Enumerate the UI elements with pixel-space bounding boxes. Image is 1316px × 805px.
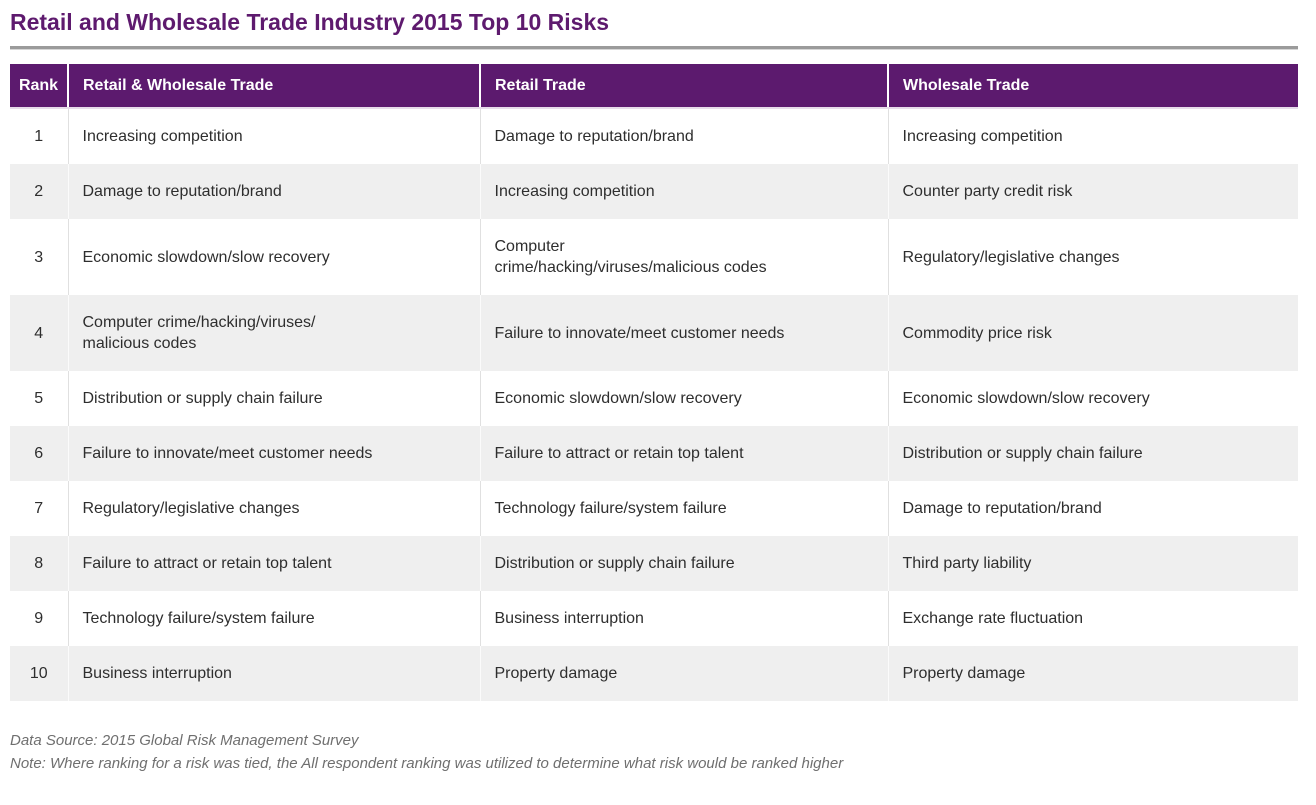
table-row: 5 Distribution or supply chain failure E… <box>10 371 1298 426</box>
retail-cell: Failure to attract or retain top talent <box>479 426 888 481</box>
wholesale-cell: Economic slowdown/slow recovery <box>887 371 1298 426</box>
rank-cell: 10 <box>10 646 68 701</box>
table-row: 1 Increasing competition Damage to reput… <box>10 108 1298 164</box>
rank-cell: 9 <box>10 591 68 646</box>
retail-cell: Technology failure/system failure <box>479 481 888 536</box>
column-header-rank: Rank <box>10 64 68 109</box>
wholesale-cell: Distribution or supply chain failure <box>887 426 1298 481</box>
wholesale-cell: Property damage <box>887 646 1298 701</box>
retail-wholesale-cell: Regulatory/legislative changes <box>67 481 480 536</box>
page-title: Retail and Wholesale Trade Industry 2015… <box>10 9 610 35</box>
column-header-wholesale-trade: Wholesale Trade <box>887 64 1298 109</box>
table-row: 3 Economic slowdown/slow recovery Comput… <box>10 219 1298 295</box>
retail-cell: Increasing competition <box>479 164 888 219</box>
ranking-tie-note: Note: Where ranking for a risk was tied,… <box>10 755 844 772</box>
table-row: 9 Technology failure/system failure Busi… <box>10 591 1298 646</box>
table-row: 6 Failure to innovate/meet customer need… <box>10 426 1298 481</box>
rank-cell: 3 <box>10 219 68 295</box>
retail-wholesale-cell: Distribution or supply chain failure <box>67 371 480 426</box>
retail-wholesale-cell: Economic slowdown/slow recovery <box>67 219 480 295</box>
wholesale-cell: Increasing competition <box>887 108 1298 164</box>
retail-cell: Property damage <box>479 646 888 701</box>
wholesale-cell: Counter party credit risk <box>887 164 1298 219</box>
table-header-row: Rank Retail & Wholesale Trade Retail Tra… <box>10 64 1298 109</box>
retail-cell: Damage to reputation/brand <box>479 108 888 164</box>
rank-cell: 1 <box>10 108 68 164</box>
rank-cell: 8 <box>10 536 68 591</box>
rank-cell: 7 <box>10 481 68 536</box>
rank-cell: 5 <box>10 371 68 426</box>
retail-wholesale-cell: Increasing competition <box>67 108 480 164</box>
retail-cell: Economic slowdown/slow recovery <box>479 371 888 426</box>
table-row: 10 Business interruption Property damage… <box>10 646 1298 701</box>
title-divider <box>10 46 1298 50</box>
column-header-retail-trade: Retail Trade <box>479 64 888 109</box>
retail-wholesale-cell: Failure to attract or retain top talent <box>67 536 480 591</box>
wholesale-cell: Exchange rate fluctuation <box>887 591 1298 646</box>
rank-cell: 4 <box>10 295 68 371</box>
table-row: 4 Computer crime/hacking/viruses/ malici… <box>10 295 1298 371</box>
wholesale-cell: Regulatory/legislative changes <box>887 219 1298 295</box>
table-row: 2 Damage to reputation/brand Increasing … <box>10 164 1298 219</box>
data-source-note: Data Source: 2015 Global Risk Management… <box>10 732 359 749</box>
retail-cell: Distribution or supply chain failure <box>479 536 888 591</box>
retail-wholesale-cell: Business interruption <box>67 646 480 701</box>
rank-cell: 2 <box>10 164 68 219</box>
retail-wholesale-cell: Damage to reputation/brand <box>67 164 480 219</box>
retail-cell: Business interruption <box>479 591 888 646</box>
table-row: 7 Regulatory/legislative changes Technol… <box>10 481 1298 536</box>
retail-cell: Computer crime/hacking/viruses/malicious… <box>479 219 888 295</box>
column-header-retail-wholesale-trade: Retail & Wholesale Trade <box>67 64 480 109</box>
rank-cell: 6 <box>10 426 68 481</box>
top-10-risks-table: Rank Retail & Wholesale Trade Retail Tra… <box>10 64 1298 701</box>
retail-wholesale-cell: Failure to innovate/meet customer needs <box>67 426 480 481</box>
table-row: 8 Failure to attract or retain top talen… <box>10 536 1298 591</box>
footer-notes: Data Source: 2015 Global Risk Management… <box>10 729 1298 775</box>
wholesale-cell: Damage to reputation/brand <box>887 481 1298 536</box>
retail-wholesale-cell: Technology failure/system failure <box>67 591 480 646</box>
retail-cell: Failure to innovate/meet customer needs <box>479 295 888 371</box>
retail-wholesale-cell: Computer crime/hacking/viruses/ maliciou… <box>67 295 480 371</box>
wholesale-cell: Third party liability <box>887 536 1298 591</box>
wholesale-cell: Commodity price risk <box>887 295 1298 371</box>
